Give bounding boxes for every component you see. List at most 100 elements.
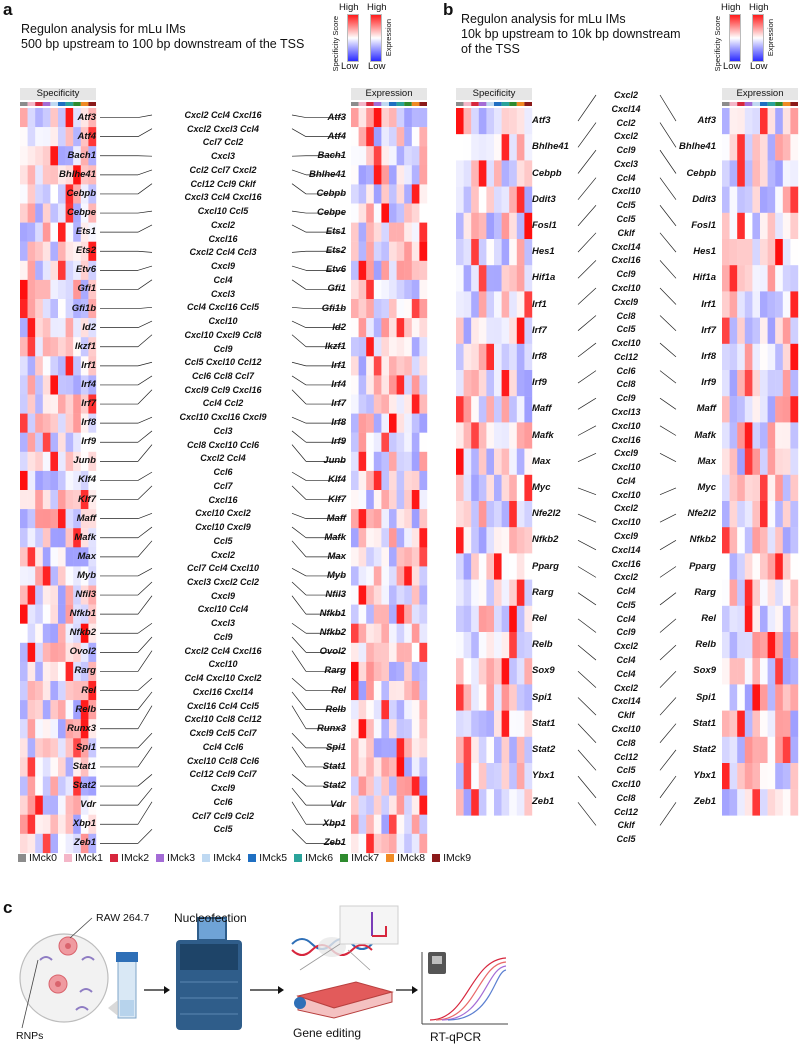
panel-b-expr-cell: [775, 501, 783, 528]
panel-b-spec-cell: [501, 186, 510, 213]
cuvette: [116, 952, 138, 1019]
panel-b-expr-cell: [737, 684, 745, 711]
panel-a-chemokine-label: Ccl4 Ccl2: [202, 398, 244, 409]
panel-b-spec-cell: [456, 396, 464, 423]
panel-a-expr-cell: [389, 833, 397, 854]
panel-a-expr-cell: [366, 642, 374, 663]
panel-a-link-right: [291, 732, 307, 749]
panel-a-expr-cell: [389, 127, 397, 147]
panel-a-expr-cell: [411, 203, 420, 223]
panel-a-chemokine-label: Ccl12 Ccl9 Cklf: [190, 178, 256, 189]
panel-b-expr-cell: [790, 317, 799, 344]
panel-a-expr-cell: [373, 700, 382, 720]
panel-a-spec-cell: [20, 661, 28, 682]
panel-a-expr-cell: [396, 623, 405, 643]
panel-b-expr-cell: [737, 605, 745, 633]
panel-a-expr-cell: [358, 642, 367, 663]
panel-a-expr-cell: [396, 604, 405, 624]
panel-a-expr-cell: [389, 757, 397, 777]
panel-a-expr-cell: [411, 413, 420, 433]
panel-b-expr-gene-label: Stat2: [692, 743, 716, 755]
panel-a-spec-cluster-bar: [65, 102, 74, 106]
panel-b-spec-cell: [478, 527, 487, 554]
panel-b-spec-cell: [486, 422, 495, 449]
panel-a-spec-cell: [88, 108, 97, 128]
panel-a-spec-cell: [65, 108, 74, 128]
panel-b-spec-cell: [486, 239, 495, 266]
panel-b-chemokine-label: Ccl5: [616, 834, 636, 845]
panel-b-expr-cell: [790, 343, 799, 371]
panel-a-spec-gene-label: Stat1: [72, 760, 96, 772]
panel-b-spec-header: Specificity: [456, 88, 532, 100]
panel-a-expr-cell: [389, 585, 397, 605]
panel-a-spec-cell: [58, 337, 66, 357]
panel-a-expr-cell: [358, 260, 367, 281]
panel-b-spec-cell: [494, 291, 502, 318]
panel-a-spec-cell: [73, 146, 81, 166]
panel-a-link-left: [137, 279, 153, 290]
panel-a-link-left: [137, 375, 153, 386]
panel-b-expr-cluster-bar: [729, 102, 738, 106]
panel-a-expr-cell: [404, 833, 412, 854]
panel-a-expr-cell: [366, 795, 374, 815]
panel-b-expr-gene-label: Irf8: [701, 350, 716, 362]
cluster-swatch: [110, 854, 119, 862]
panel-b-spec-cell: [501, 527, 510, 554]
panel-b-chemokine-label: Cxcl10: [611, 420, 641, 431]
panel-b-expr-cell: [737, 553, 745, 580]
panel-a-chemokine-label: Ccl9: [213, 343, 233, 354]
panel-a-expr-cell: [366, 547, 374, 567]
panel-a-expr-cell: [351, 260, 359, 281]
panel-b-expr-cell: [722, 239, 730, 266]
panel-a-spec-cell: [58, 146, 66, 166]
panel-a-spec-cell: [58, 108, 66, 128]
panel-a-expr-cell: [351, 604, 359, 624]
panel-a-expr-cell: [358, 279, 367, 300]
panel-b-expr-cell: [790, 605, 799, 633]
panel-b-spec-cell: [456, 108, 464, 135]
panel-a-expr-cell: [411, 547, 420, 567]
panel-b-expr-cell: [767, 527, 776, 554]
panel-a-link-right: [291, 444, 307, 462]
panel-a-spec-cell: [20, 394, 28, 414]
panel-b-expr-cell: [775, 265, 783, 292]
panel-a-expr-cell: [419, 318, 428, 338]
panel-a-spec-cell: [42, 585, 51, 605]
panel-a-expr-cell: [396, 700, 405, 720]
panel-b-link-right: [659, 487, 677, 495]
panel-a-expr-cell: [358, 356, 367, 376]
panel-a-expr-cell: [411, 642, 420, 663]
panel-a-spec-cluster-bar: [73, 102, 81, 106]
panel-b-expr-cell: [722, 605, 730, 633]
panel-a-link-right: [291, 567, 307, 577]
panel-b-spec-gene-label: Spi1: [532, 691, 553, 703]
panel-a-spec-gene-label: Klf4: [78, 474, 96, 486]
panel-a-expr-cell: [389, 222, 397, 242]
panel-b-spec-cell: [494, 710, 502, 737]
panel-a-spec-cell: [88, 757, 97, 777]
panel-a-spec-cell: [88, 279, 97, 300]
panel-a-spec-cell: [65, 719, 74, 739]
panel-a-chemokine-label: Cxcl10: [208, 316, 238, 327]
panel-a-expr-cell: [366, 681, 374, 701]
panel-a-expr-cell: [404, 318, 412, 338]
panel-a-expr-cell: [351, 451, 359, 472]
panel-b-expr-cell: [752, 553, 761, 580]
panel-a-expr-cell: [351, 222, 359, 242]
panel-a-expr-cell: [404, 509, 412, 529]
panel-a-expr-cell: [404, 719, 412, 739]
panel-b-spec-cell: [501, 605, 510, 633]
panel-b-spec-cell: [509, 501, 517, 528]
panel-a-spec-gene-label: Junb: [73, 455, 96, 467]
panel-b-link-left: [577, 287, 597, 305]
panel-b-spec-cell: [463, 605, 472, 633]
panel-b-spec-cell: [524, 291, 533, 318]
panel-a-spec-cell: [80, 547, 89, 567]
panel-b-expr-cell: [729, 160, 738, 187]
panel-a-chemokine-label: Cxcl3: [210, 288, 236, 299]
panel-a-chemokine-label: Ccl2 Ccl7 Cxcl2: [189, 164, 257, 175]
panel-a-expr-cell: [358, 719, 367, 739]
panel-a-link-right: [291, 581, 307, 596]
panel-a-spec-cell: [42, 241, 51, 261]
panel-b-expr-cell: [737, 579, 745, 606]
